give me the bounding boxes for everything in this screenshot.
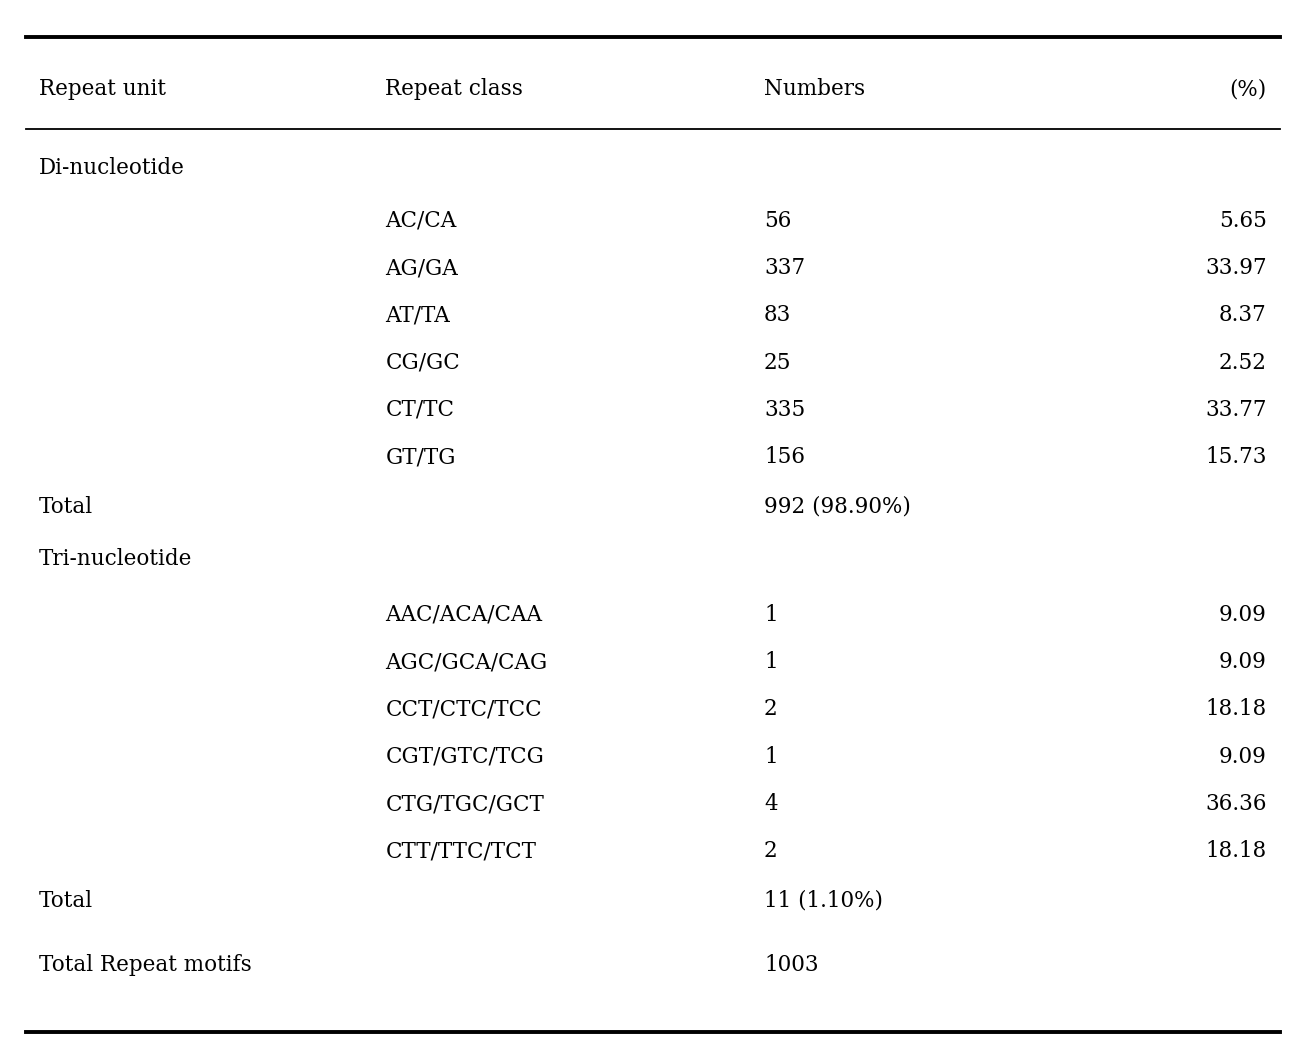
- Text: AT/TA: AT/TA: [385, 305, 451, 326]
- Text: 56: 56: [764, 210, 791, 231]
- Text: 156: 156: [764, 447, 804, 468]
- Text: 15.73: 15.73: [1205, 447, 1267, 468]
- Text: Tri-nucleotide: Tri-nucleotide: [39, 549, 192, 570]
- Text: Total Repeat motifs: Total Repeat motifs: [39, 954, 252, 975]
- Text: 36.36: 36.36: [1205, 794, 1267, 815]
- Text: AGC/GCA/CAG: AGC/GCA/CAG: [385, 652, 547, 673]
- Text: Repeat unit: Repeat unit: [39, 79, 166, 100]
- Text: Total: Total: [39, 890, 93, 911]
- Text: 5.65: 5.65: [1218, 210, 1267, 231]
- Text: 1003: 1003: [764, 954, 819, 975]
- Text: 4: 4: [764, 794, 777, 815]
- Text: Repeat class: Repeat class: [385, 79, 524, 100]
- Text: 9.09: 9.09: [1218, 652, 1267, 673]
- Text: 33.77: 33.77: [1205, 399, 1267, 420]
- Text: 9.09: 9.09: [1218, 746, 1267, 767]
- Text: 1: 1: [764, 604, 777, 625]
- Text: 9.09: 9.09: [1218, 604, 1267, 625]
- Text: CG/GC: CG/GC: [385, 352, 460, 373]
- Text: AAC/ACA/CAA: AAC/ACA/CAA: [385, 604, 542, 625]
- Text: 18.18: 18.18: [1205, 699, 1267, 720]
- Text: CGT/GTC/TCG: CGT/GTC/TCG: [385, 746, 545, 767]
- Text: GT/TG: GT/TG: [385, 447, 456, 468]
- Text: Numbers: Numbers: [764, 79, 865, 100]
- Text: CTT/TTC/TCT: CTT/TTC/TCT: [385, 841, 537, 862]
- Text: 2: 2: [764, 841, 778, 862]
- Text: 83: 83: [764, 305, 791, 326]
- Text: CTG/TGC/GCT: CTG/TGC/GCT: [385, 794, 545, 815]
- Text: 11 (1.10%): 11 (1.10%): [764, 890, 883, 911]
- Text: Total: Total: [39, 496, 93, 517]
- Text: 337: 337: [764, 257, 804, 279]
- Text: 335: 335: [764, 399, 806, 420]
- Text: 25: 25: [764, 352, 791, 373]
- Text: 2: 2: [764, 699, 778, 720]
- Text: Di-nucleotide: Di-nucleotide: [39, 158, 185, 179]
- Text: 33.97: 33.97: [1205, 257, 1267, 279]
- Text: 992 (98.90%): 992 (98.90%): [764, 496, 910, 517]
- Text: CT/TC: CT/TC: [385, 399, 454, 420]
- Text: 8.37: 8.37: [1218, 305, 1267, 326]
- Text: 1: 1: [764, 652, 777, 673]
- Text: CCT/CTC/TCC: CCT/CTC/TCC: [385, 699, 542, 720]
- Text: AG/GA: AG/GA: [385, 257, 458, 279]
- Text: (%): (%): [1229, 79, 1267, 100]
- Text: 2.52: 2.52: [1218, 352, 1267, 373]
- Text: AC/CA: AC/CA: [385, 210, 457, 231]
- Text: 18.18: 18.18: [1205, 841, 1267, 862]
- Text: 1: 1: [764, 746, 777, 767]
